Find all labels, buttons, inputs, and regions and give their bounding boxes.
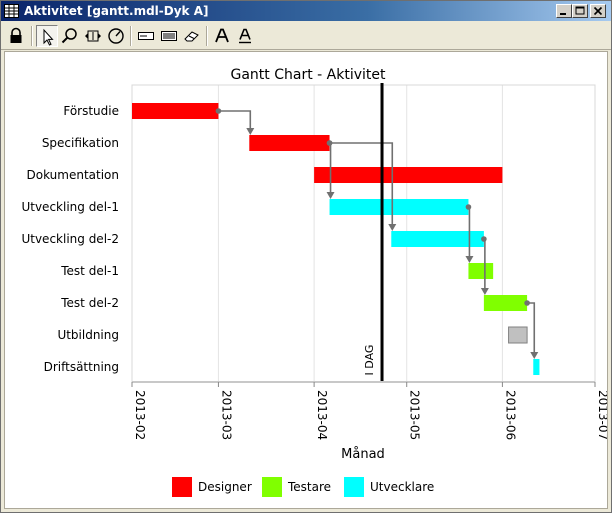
dependency-start-dot [215, 108, 222, 114]
legend-swatch [262, 477, 282, 497]
gantt-bar [329, 199, 469, 215]
chart-title: Gantt Chart - Aktivitet [231, 67, 386, 83]
x-tick-label: 2013-07 [596, 390, 607, 440]
category-label: Driftsättning [44, 360, 119, 374]
eraser-button[interactable] [181, 25, 203, 47]
x-tick-label: 2013-04 [315, 390, 329, 440]
gantt-bar [468, 263, 494, 279]
toolbar [1, 22, 611, 50]
x-tick-label: 2013-06 [503, 390, 517, 440]
pointer-icon [43, 28, 54, 46]
list-button[interactable] [158, 25, 180, 47]
close-button[interactable] [590, 4, 606, 18]
gantt-bar [314, 167, 503, 183]
dependency-arrowhead [465, 256, 474, 263]
x-tick-label: 2013-02 [133, 390, 147, 440]
gantt-bar [508, 326, 528, 344]
toolbar-separator [130, 26, 132, 46]
minimize-icon [560, 13, 566, 15]
dependency-start-dot [481, 236, 487, 242]
category-label: Test del-1 [60, 264, 119, 278]
pointer-button[interactable] [36, 25, 58, 47]
eraser-icon [184, 31, 199, 42]
category-label: Utveckling del-2 [21, 232, 119, 246]
gauge-icon [108, 28, 124, 44]
font-button[interactable] [211, 25, 233, 47]
minimize-button[interactable] [556, 4, 572, 18]
dependency-arrowhead [246, 128, 255, 135]
font-underline-icon [239, 28, 251, 44]
x-tick-label: 2013-03 [219, 390, 233, 440]
dependency-start-dot [524, 300, 530, 306]
title-bar[interactable]: Aktivitet [gantt.mdl-Dyk A] [1, 1, 611, 21]
dependency-arrowhead [326, 192, 335, 199]
dependency-arrowhead [388, 224, 397, 231]
dependency-arrowhead [480, 288, 489, 295]
legend-label: Utvecklare [370, 480, 434, 494]
list-icon [161, 31, 177, 41]
maximize-button[interactable] [572, 4, 588, 18]
legend-label: Designer [198, 480, 252, 494]
app-grid-icon [4, 4, 19, 18]
today-label: I DAG [363, 345, 376, 376]
x-tick-label: 2013-05 [408, 390, 422, 440]
category-label: Dokumentation [27, 168, 120, 182]
x-axis-label: Månad [341, 447, 385, 462]
maximize-icon [575, 6, 585, 15]
font-icon [215, 28, 229, 43]
field-button[interactable] [135, 25, 157, 47]
gantt-bar [483, 295, 528, 311]
window-title: Aktivitet [gantt.mdl-Dyk A] [24, 4, 209, 18]
category-label: Utveckling del-1 [21, 200, 119, 214]
category-label: Specifikation [42, 136, 119, 150]
lock-icon [10, 27, 22, 43]
dependency-line [527, 302, 536, 353]
zoom-icon [61, 28, 77, 44]
dependency-arrowhead [530, 352, 539, 359]
legend-swatch [344, 477, 364, 497]
dependency-start-dot [326, 140, 333, 146]
toolbar-separator [31, 26, 33, 46]
dependency-start-dot [465, 204, 472, 210]
lock-button[interactable] [5, 25, 27, 47]
scroll-icon [85, 30, 101, 42]
gantt-bar [533, 359, 540, 375]
category-label: Förstudie [63, 104, 119, 118]
dependency-line [329, 142, 394, 225]
gantt-chart: Gantt Chart - Aktivitet Förstudie Specifik… [21, 67, 610, 497]
legend-swatch [172, 477, 192, 497]
category-label: Utbildning [57, 328, 119, 342]
font-underline-button[interactable] [234, 25, 256, 47]
zoom-button[interactable] [59, 25, 81, 47]
field-icon [138, 32, 154, 40]
gauge-button[interactable] [105, 25, 127, 47]
toolbar-separator [206, 26, 208, 46]
dependency-line [218, 110, 252, 129]
scroll-button[interactable] [82, 25, 104, 47]
chart-canvas: Gantt Chart - Aktivitet Förstudie Specifik… [4, 51, 610, 509]
category-label: Test del-2 [60, 296, 119, 310]
legend-label: Testare [287, 480, 331, 494]
close-icon [593, 6, 603, 16]
gantt-bar [391, 231, 484, 247]
gantt-bar [249, 135, 330, 151]
gantt-bar [132, 103, 219, 119]
